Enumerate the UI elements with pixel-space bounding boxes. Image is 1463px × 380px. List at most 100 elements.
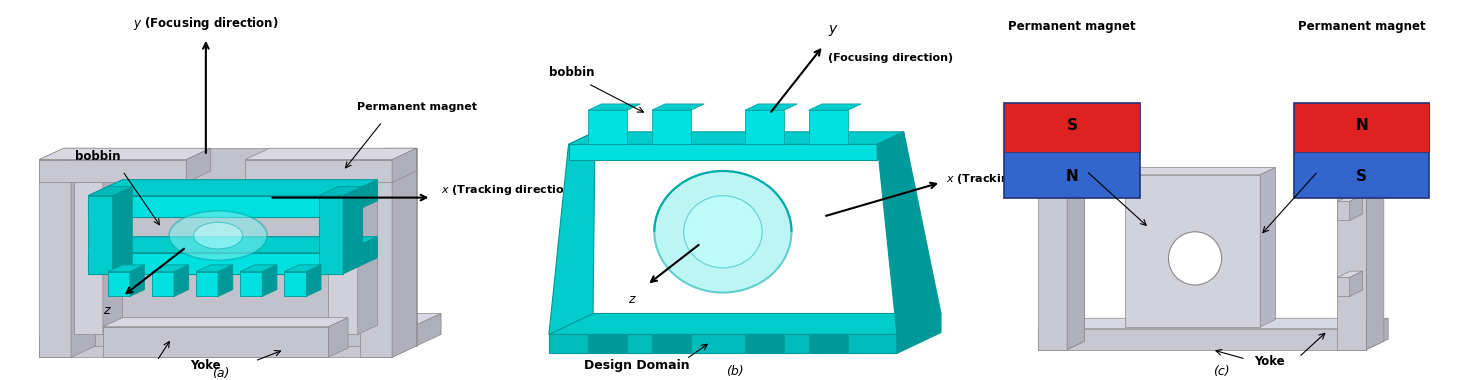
Polygon shape bbox=[113, 187, 132, 274]
Polygon shape bbox=[102, 318, 348, 327]
Text: Permanent magnet: Permanent magnet bbox=[1008, 20, 1135, 33]
Polygon shape bbox=[328, 318, 348, 357]
Ellipse shape bbox=[683, 196, 762, 268]
Bar bbox=[1005, 103, 1140, 152]
Polygon shape bbox=[152, 272, 174, 296]
Polygon shape bbox=[40, 160, 72, 357]
Polygon shape bbox=[1067, 132, 1084, 350]
Polygon shape bbox=[328, 175, 358, 334]
Polygon shape bbox=[652, 334, 691, 353]
Polygon shape bbox=[240, 265, 277, 272]
Polygon shape bbox=[88, 253, 344, 274]
Polygon shape bbox=[809, 104, 862, 110]
Text: bobbin: bobbin bbox=[75, 150, 121, 163]
Text: $x$ (Tracking direction): $x$ (Tracking direction) bbox=[947, 172, 1083, 185]
Polygon shape bbox=[358, 166, 377, 334]
Text: (c): (c) bbox=[1213, 365, 1230, 378]
Polygon shape bbox=[588, 334, 628, 353]
Text: (Focusing direction): (Focusing direction) bbox=[828, 53, 954, 63]
Polygon shape bbox=[40, 314, 442, 336]
Polygon shape bbox=[1366, 132, 1384, 350]
Polygon shape bbox=[745, 104, 797, 110]
Polygon shape bbox=[588, 104, 641, 110]
Ellipse shape bbox=[1169, 232, 1222, 285]
Text: Design Domain: Design Domain bbox=[584, 359, 691, 372]
Polygon shape bbox=[588, 110, 628, 144]
Polygon shape bbox=[897, 314, 941, 353]
Polygon shape bbox=[196, 272, 218, 296]
Polygon shape bbox=[88, 237, 377, 253]
Polygon shape bbox=[73, 166, 123, 175]
Polygon shape bbox=[108, 265, 145, 272]
Text: $z$: $z$ bbox=[628, 293, 636, 306]
Polygon shape bbox=[102, 166, 123, 334]
Text: N: N bbox=[1065, 169, 1078, 184]
Polygon shape bbox=[392, 148, 417, 357]
Polygon shape bbox=[1125, 175, 1260, 327]
Polygon shape bbox=[246, 160, 392, 182]
Polygon shape bbox=[360, 148, 417, 160]
Polygon shape bbox=[878, 132, 904, 160]
Polygon shape bbox=[1337, 201, 1349, 220]
Polygon shape bbox=[319, 187, 363, 196]
Ellipse shape bbox=[193, 222, 243, 249]
Polygon shape bbox=[392, 314, 442, 357]
Text: $z$: $z$ bbox=[104, 304, 113, 317]
Text: N: N bbox=[1355, 118, 1368, 133]
Text: Yoke: Yoke bbox=[1255, 355, 1285, 368]
Polygon shape bbox=[73, 175, 102, 334]
Polygon shape bbox=[745, 334, 784, 353]
Polygon shape bbox=[549, 314, 941, 334]
Polygon shape bbox=[108, 272, 130, 296]
Polygon shape bbox=[130, 265, 145, 296]
Polygon shape bbox=[1039, 132, 1084, 141]
Bar bbox=[1295, 103, 1429, 152]
Polygon shape bbox=[174, 265, 189, 296]
Polygon shape bbox=[218, 265, 233, 296]
Polygon shape bbox=[1337, 277, 1349, 296]
Ellipse shape bbox=[170, 211, 268, 260]
Polygon shape bbox=[40, 336, 392, 357]
Polygon shape bbox=[1067, 132, 1084, 350]
Polygon shape bbox=[40, 148, 95, 160]
Polygon shape bbox=[152, 265, 189, 272]
Polygon shape bbox=[284, 272, 306, 296]
Polygon shape bbox=[40, 148, 211, 160]
Polygon shape bbox=[344, 180, 377, 217]
Polygon shape bbox=[745, 110, 784, 144]
Polygon shape bbox=[392, 148, 417, 182]
Polygon shape bbox=[1366, 318, 1388, 350]
Polygon shape bbox=[360, 160, 392, 357]
Text: bobbin: bobbin bbox=[549, 66, 594, 79]
Polygon shape bbox=[88, 180, 377, 196]
Polygon shape bbox=[1125, 168, 1276, 175]
Polygon shape bbox=[88, 187, 132, 196]
Polygon shape bbox=[344, 237, 377, 274]
Polygon shape bbox=[809, 110, 849, 144]
Bar bbox=[1295, 103, 1429, 198]
Polygon shape bbox=[1039, 318, 1388, 329]
Polygon shape bbox=[1337, 141, 1366, 350]
Polygon shape bbox=[306, 265, 320, 296]
Polygon shape bbox=[40, 160, 186, 182]
Polygon shape bbox=[1337, 271, 1362, 277]
Text: $y$ (Focusing direction): $y$ (Focusing direction) bbox=[133, 15, 278, 32]
Polygon shape bbox=[1337, 132, 1384, 141]
Text: $y$: $y$ bbox=[828, 23, 838, 38]
Polygon shape bbox=[319, 196, 344, 274]
Ellipse shape bbox=[654, 171, 791, 293]
Text: (a): (a) bbox=[212, 367, 230, 380]
Polygon shape bbox=[809, 334, 849, 353]
Polygon shape bbox=[1349, 271, 1362, 296]
Polygon shape bbox=[262, 265, 277, 296]
Polygon shape bbox=[549, 132, 595, 334]
Text: $x$ (Tracking direction): $x$ (Tracking direction) bbox=[442, 183, 578, 197]
Text: Yoke: Yoke bbox=[190, 359, 221, 372]
Polygon shape bbox=[1337, 195, 1362, 201]
Polygon shape bbox=[240, 272, 262, 296]
Polygon shape bbox=[1260, 168, 1276, 327]
Polygon shape bbox=[284, 265, 320, 272]
Polygon shape bbox=[328, 166, 377, 175]
Polygon shape bbox=[88, 196, 344, 217]
Polygon shape bbox=[652, 110, 691, 144]
